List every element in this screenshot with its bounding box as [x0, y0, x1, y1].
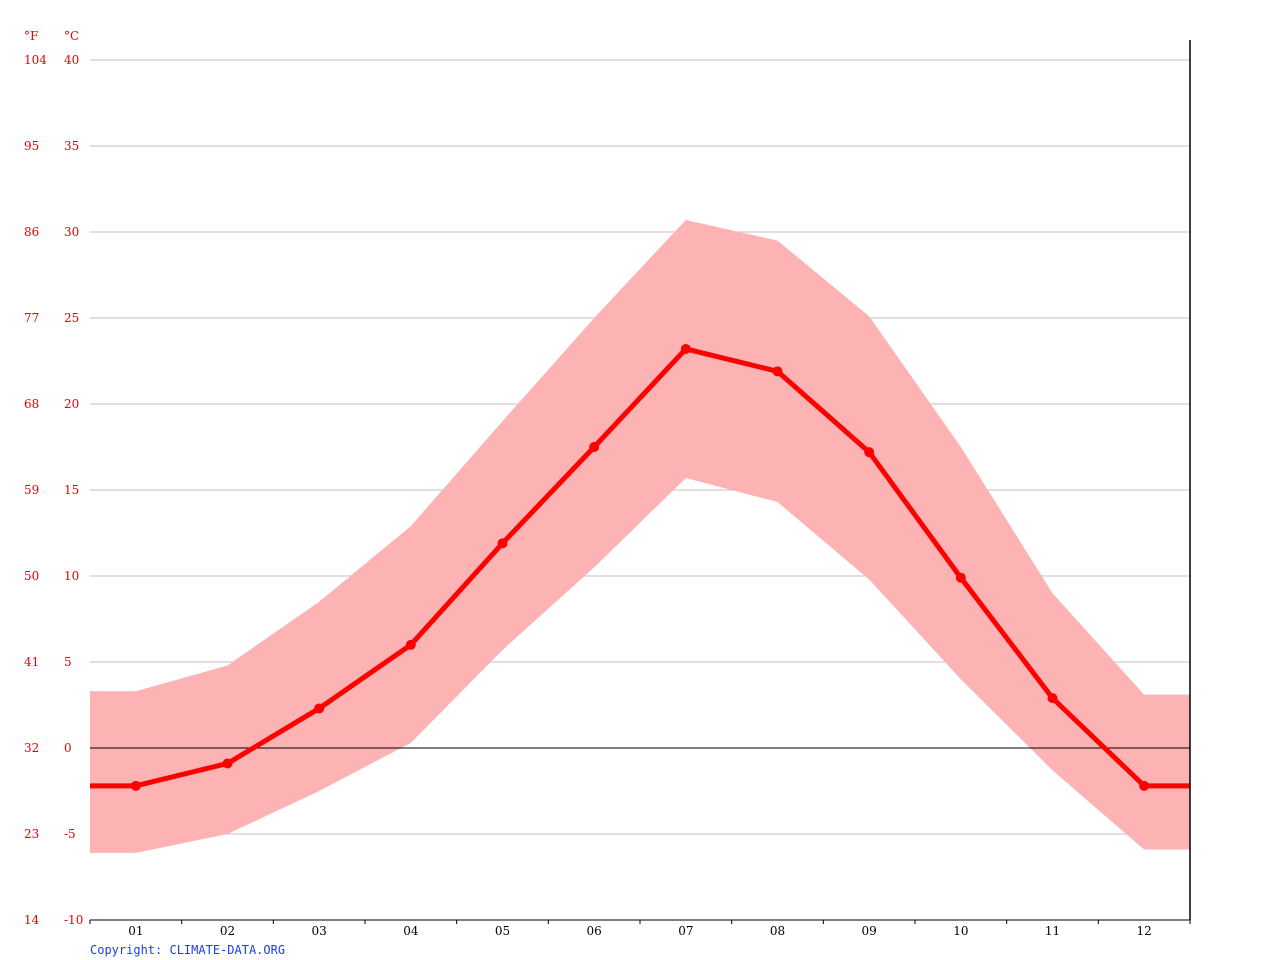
mean-point — [864, 447, 875, 458]
y-tick-label-celsius: 10 — [64, 569, 79, 583]
y-tick-label-celsius: 0 — [64, 741, 72, 755]
mean-point — [222, 758, 233, 769]
x-tick-label: 05 — [495, 924, 510, 938]
x-tick-label: 07 — [678, 924, 693, 938]
x-tick-label: 10 — [953, 924, 968, 938]
y-tick-label-fahrenheit: 68 — [24, 397, 39, 411]
mean-point — [1047, 693, 1058, 704]
y-tick-label-fahrenheit: 104 — [24, 53, 47, 67]
y-tick-label-fahrenheit: 14 — [24, 913, 40, 927]
y-tick-label-celsius: 30 — [64, 225, 79, 239]
y-axis-labels: 40 104 35 95 30 86 25 77 20 68 15 59 10 50 5 41 0 32 -5 23 -… — [24, 53, 83, 927]
mean-temperature-points — [130, 343, 1150, 791]
mean-point — [772, 366, 783, 377]
mean-point — [589, 442, 600, 452]
y-tick-label-fahrenheit: 86 — [24, 225, 39, 239]
y-tick-label-celsius: 20 — [64, 397, 79, 411]
x-tick-label: 11 — [1045, 924, 1060, 938]
fahrenheit-unit-label: °F — [24, 29, 38, 43]
y-tick-label-celsius: 35 — [64, 139, 79, 153]
x-tick-label: 12 — [1137, 924, 1152, 938]
y-tick-label-fahrenheit: 59 — [24, 483, 39, 497]
x-tick-label: 03 — [312, 924, 327, 938]
x-tick-label: 09 — [862, 924, 877, 938]
x-tick-label: 08 — [770, 924, 785, 938]
y-tick-label-fahrenheit: 77 — [24, 311, 39, 325]
mean-point — [680, 343, 691, 354]
x-tick-label: 04 — [403, 924, 419, 938]
y-tick-label-celsius: 25 — [64, 311, 79, 325]
y-tick-label-fahrenheit: 50 — [24, 569, 39, 583]
y-tick-label-celsius: 40 — [64, 53, 79, 67]
x-tick-label: 01 — [128, 924, 143, 938]
y-tick-label-celsius: -10 — [64, 913, 83, 927]
mean-point — [405, 639, 416, 650]
temperature-range-band — [90, 219, 1190, 853]
axes — [89, 40, 1191, 924]
copyright-text: Copyright: CLIMATE-DATA.ORG — [90, 943, 285, 957]
x-tick-label: 02 — [220, 924, 235, 938]
mean-temperature-line — [90, 346, 1190, 789]
y-tick-label-fahrenheit: 23 — [24, 827, 39, 841]
y-tick-label-fahrenheit: 41 — [24, 655, 39, 669]
mean-point — [497, 538, 508, 549]
y-tick-label-celsius: 5 — [64, 655, 72, 669]
mean-point — [314, 703, 325, 714]
mean-point — [955, 572, 966, 583]
x-tick-label: 06 — [587, 924, 602, 938]
y-tick-label-celsius: -5 — [64, 827, 76, 841]
mean-point — [130, 780, 141, 791]
celsius-unit-label: °C — [64, 29, 79, 43]
y-tick-label-fahrenheit: 95 — [24, 139, 39, 153]
x-axis-labels: 01 02 03 04 05 06 07 08 09 10 11 12 — [128, 924, 1152, 938]
mean-point — [1139, 780, 1150, 791]
y-tick-label-fahrenheit: 32 — [24, 741, 39, 755]
y-tick-label-celsius: 15 — [64, 483, 79, 497]
